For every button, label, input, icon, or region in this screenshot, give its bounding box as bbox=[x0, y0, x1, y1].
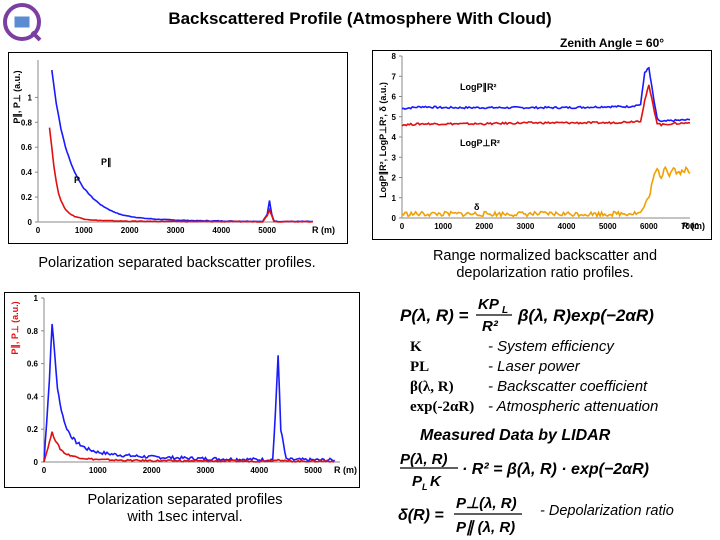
y-tick-label: 0.4 bbox=[21, 168, 33, 177]
x-tick-label: 0 bbox=[42, 466, 47, 475]
legend-row: exp(-2αR) - Atmospheric attenuation bbox=[410, 398, 659, 415]
x-tick-label: 2000 bbox=[121, 226, 139, 235]
y-axis-label: P∥, P⊥ (a.u.) bbox=[10, 301, 21, 354]
y-tick-label: 1 bbox=[392, 194, 397, 203]
x-axis-label: R (m) bbox=[312, 225, 335, 235]
y-tick-label: 0.4 bbox=[27, 392, 39, 401]
chart2-caption-line2: depolarization ratio profiles. bbox=[456, 265, 634, 281]
series-line bbox=[51, 69, 313, 223]
series-line bbox=[43, 323, 336, 463]
x-axis-label: R (m) bbox=[682, 221, 705, 231]
chart1-caption: Polarization separated backscatter profi… bbox=[38, 255, 316, 271]
y-axis-label: LogP∥R², LogP⊥R², δ (a.u.) bbox=[378, 82, 389, 198]
x-tick-label: 2000 bbox=[475, 222, 493, 231]
chart-frame bbox=[4, 292, 360, 488]
y-tick-label: 0.8 bbox=[27, 327, 39, 336]
zenith-angle-label: Zenith Angle = 60° bbox=[560, 36, 665, 50]
x-tick-label: 1000 bbox=[434, 222, 452, 231]
svg-text:δ(R) =: δ(R) = bbox=[398, 507, 444, 524]
x-tick-label: 2000 bbox=[143, 466, 161, 475]
x-tick-label: 4000 bbox=[558, 222, 576, 231]
x-tick-label: 4000 bbox=[212, 226, 230, 235]
y-tick-label: 0 bbox=[392, 214, 397, 223]
chart2-caption-line1: Range normalized backscatter and bbox=[432, 248, 658, 264]
page-title: Backscattered Profile (Atmosphere With C… bbox=[168, 9, 552, 28]
chart-1sec-profiles: 0 0.2 0.4 0.6 0.8 1 0 1000 2000 3000 4000 5000 R (m)… bbox=[4, 292, 360, 488]
y-tick-label: 0 bbox=[28, 218, 33, 227]
chart3-caption-line2: with 1sec interval. bbox=[127, 509, 243, 525]
x-tick-label: 5000 bbox=[258, 226, 276, 235]
y-tick-label: 8 bbox=[392, 52, 397, 61]
series-label: P bbox=[74, 175, 80, 185]
x-tick-label: 1000 bbox=[89, 466, 107, 475]
y-tick-label: 3 bbox=[392, 153, 397, 162]
x-tick-label: 6000 bbox=[640, 222, 658, 231]
y-tick-label: 6 bbox=[392, 93, 397, 102]
svg-text:R²: R² bbox=[482, 318, 499, 335]
svg-text:β(λ, R)exp(−2αR): β(λ, R)exp(−2αR) bbox=[517, 306, 654, 325]
measured-data-title: Measured Data by LIDAR bbox=[420, 427, 611, 444]
svg-text:P(λ, R): P(λ, R) bbox=[400, 451, 448, 468]
x-tick-label: 5000 bbox=[304, 466, 322, 475]
y-tick-label: 0.6 bbox=[27, 360, 39, 369]
series-line bbox=[401, 84, 691, 127]
chart-frame bbox=[372, 50, 712, 240]
chart-range-normalized: 0 1 2 3 4 5 6 7 8 0 1000 2000 3000 4000 5000 6000 7000R … bbox=[372, 50, 712, 240]
series-label: P∥ bbox=[101, 157, 112, 168]
institute-logo bbox=[3, 3, 42, 42]
y-tick-label: 0.8 bbox=[21, 118, 33, 127]
svg-text:P∥ (λ, R): P∥ (λ, R) bbox=[456, 519, 515, 536]
series-line bbox=[43, 431, 335, 463]
equation-legend: K- System efficiency PL - Laser power β(λ… bbox=[410, 337, 710, 417]
chart3-caption-line1: Polarization separated profiles bbox=[87, 492, 283, 508]
y-tick-label: 2 bbox=[392, 174, 397, 183]
svg-text:P: P bbox=[412, 473, 423, 490]
equation-measured: P(λ, R) P L K · R² = β(λ, R) · exp(−2αR) bbox=[400, 451, 649, 490]
y-tick-label: 0 bbox=[34, 458, 39, 467]
svg-text:L: L bbox=[502, 305, 508, 316]
svg-text:L: L bbox=[422, 482, 428, 490]
series-line bbox=[48, 127, 314, 223]
chart-frame bbox=[8, 52, 348, 244]
svg-text:KP: KP bbox=[478, 296, 500, 313]
equation-main: P(λ, R) = KP L R² β(λ, R)exp(−2αR) bbox=[400, 296, 654, 335]
series-label: δ bbox=[474, 202, 480, 212]
svg-text:K: K bbox=[430, 473, 442, 490]
x-tick-label: 4000 bbox=[250, 466, 268, 475]
x-tick-label: 0 bbox=[36, 226, 41, 235]
y-tick-label: 0.6 bbox=[21, 143, 33, 152]
y-tick-label: 4 bbox=[392, 133, 397, 142]
legend-row: K- System efficiency bbox=[410, 338, 614, 355]
series-line bbox=[401, 165, 691, 219]
y-tick-label: 1 bbox=[28, 93, 33, 102]
y-tick-label: 5 bbox=[392, 113, 397, 122]
series-label: LogP∥R² bbox=[460, 82, 497, 93]
x-tick-label: 3000 bbox=[167, 226, 185, 235]
svg-text:· R² = β(λ, R) · exp(−2αR): · R² = β(λ, R) · exp(−2αR) bbox=[462, 461, 649, 478]
equation-depolarization: δ(R) = P⊥(λ, R) P∥ (λ, R) bbox=[398, 495, 522, 536]
series-line bbox=[401, 66, 691, 123]
legend-row: β(λ, R) - Backscatter coefficient bbox=[410, 378, 648, 395]
x-tick-label: 0 bbox=[400, 222, 405, 231]
legend-row: PL - Laser power bbox=[410, 358, 580, 375]
x-axis-label: R (m) bbox=[334, 465, 357, 475]
y-tick-label: 7 bbox=[392, 72, 397, 81]
x-tick-label: 3000 bbox=[517, 222, 535, 231]
y-tick-label: 0.2 bbox=[21, 193, 33, 202]
depolarization-description: - Depolarization ratio bbox=[540, 503, 674, 519]
svg-text:P⊥(λ, R): P⊥(λ, R) bbox=[456, 495, 517, 512]
y-axis-label: P∥, P⊥ (a.u.) bbox=[12, 70, 23, 123]
x-tick-label: 5000 bbox=[599, 222, 617, 231]
x-tick-label: 3000 bbox=[197, 466, 215, 475]
series-label: LogP⊥R² bbox=[460, 138, 500, 148]
x-tick-label: 1000 bbox=[75, 226, 93, 235]
chart-backscatter-profiles: 0 0.2 0.4 0.6 0.8 1 0 1000 2000 3000 4000 5000 R (m)… bbox=[8, 52, 348, 244]
x-tick-label: 7000 bbox=[681, 222, 699, 231]
y-tick-label: 1 bbox=[34, 294, 39, 303]
svg-text:P(λ, R) =: P(λ, R) = bbox=[400, 306, 469, 325]
y-tick-label: 0.2 bbox=[27, 425, 39, 434]
